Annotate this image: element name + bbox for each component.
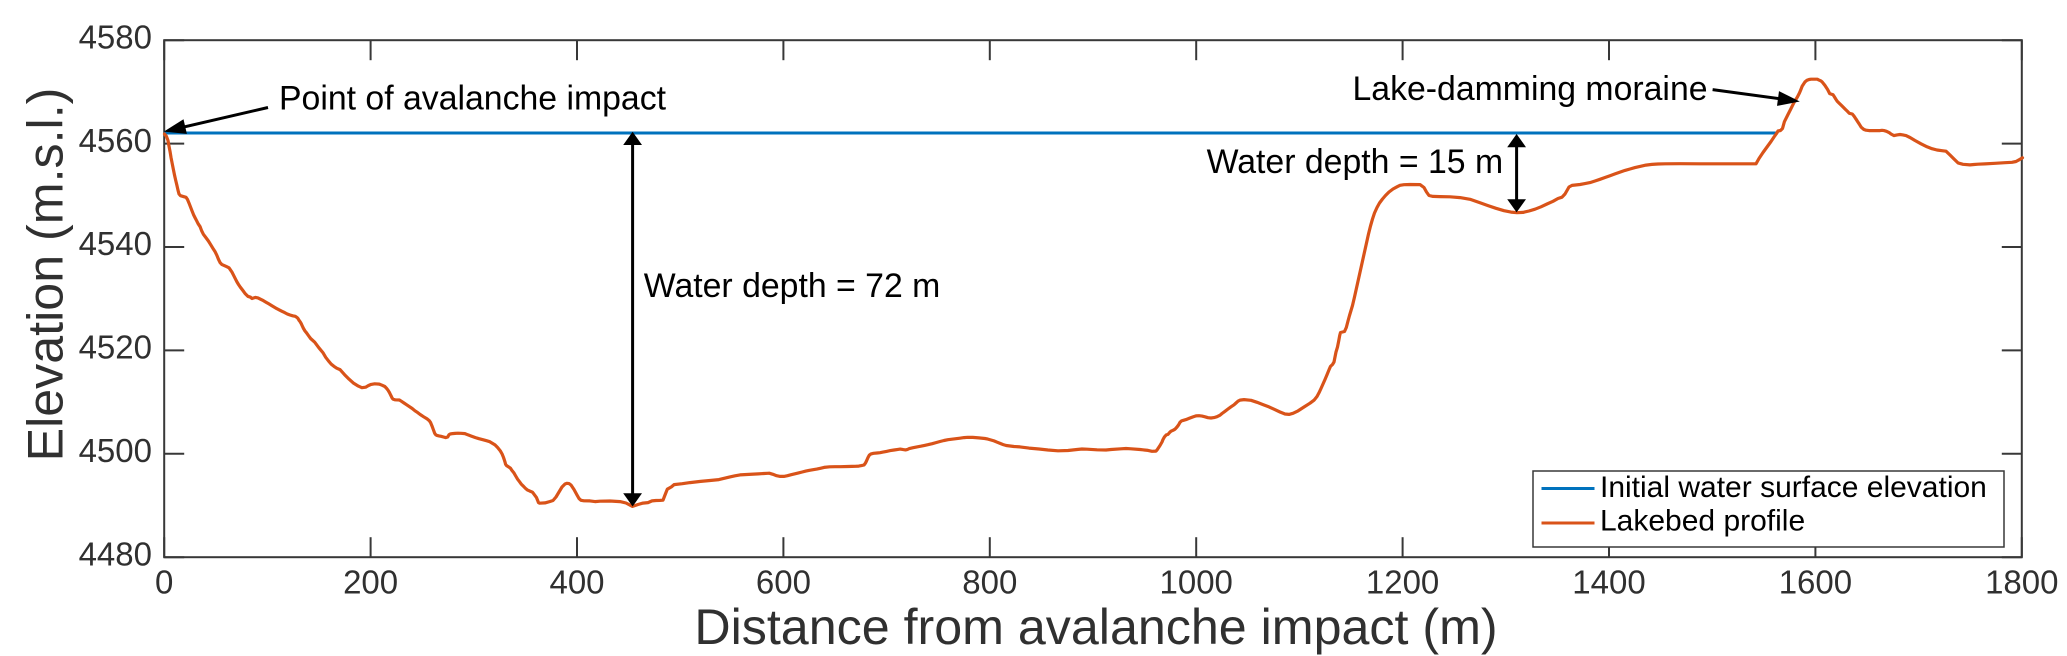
svg-text:Water depth = 15 m: Water depth = 15 m [1207, 143, 1504, 181]
svg-text:Initial water surface elevatio: Initial water surface elevation [1600, 471, 1987, 504]
svg-text:Point of avalanche impact: Point of avalanche impact [279, 80, 667, 118]
svg-text:Distance from avalanche impact: Distance from avalanche impact (m) [694, 599, 1497, 655]
svg-text:400: 400 [549, 564, 604, 601]
svg-text:Water depth = 72 m: Water depth = 72 m [644, 267, 941, 305]
svg-text:800: 800 [962, 564, 1017, 601]
svg-text:1800: 1800 [1985, 564, 2058, 601]
svg-text:1000: 1000 [1159, 564, 1232, 601]
svg-text:200: 200 [343, 564, 398, 601]
svg-text:4500: 4500 [79, 432, 152, 469]
svg-text:1200: 1200 [1366, 564, 1439, 601]
svg-text:1600: 1600 [1779, 564, 1852, 601]
svg-text:4580: 4580 [79, 18, 152, 55]
svg-text:Lake-damming moraine: Lake-damming moraine [1353, 70, 1708, 108]
svg-text:0: 0 [155, 564, 173, 601]
svg-text:4480: 4480 [79, 535, 152, 572]
svg-text:4560: 4560 [79, 122, 152, 159]
svg-text:4520: 4520 [79, 329, 152, 366]
svg-text:Lakebed profile: Lakebed profile [1600, 505, 1805, 538]
svg-text:4540: 4540 [79, 225, 152, 262]
svg-text:Elevation (m.s.l.): Elevation (m.s.l.) [18, 88, 74, 462]
svg-text:600: 600 [756, 564, 811, 601]
svg-text:1400: 1400 [1572, 564, 1645, 601]
